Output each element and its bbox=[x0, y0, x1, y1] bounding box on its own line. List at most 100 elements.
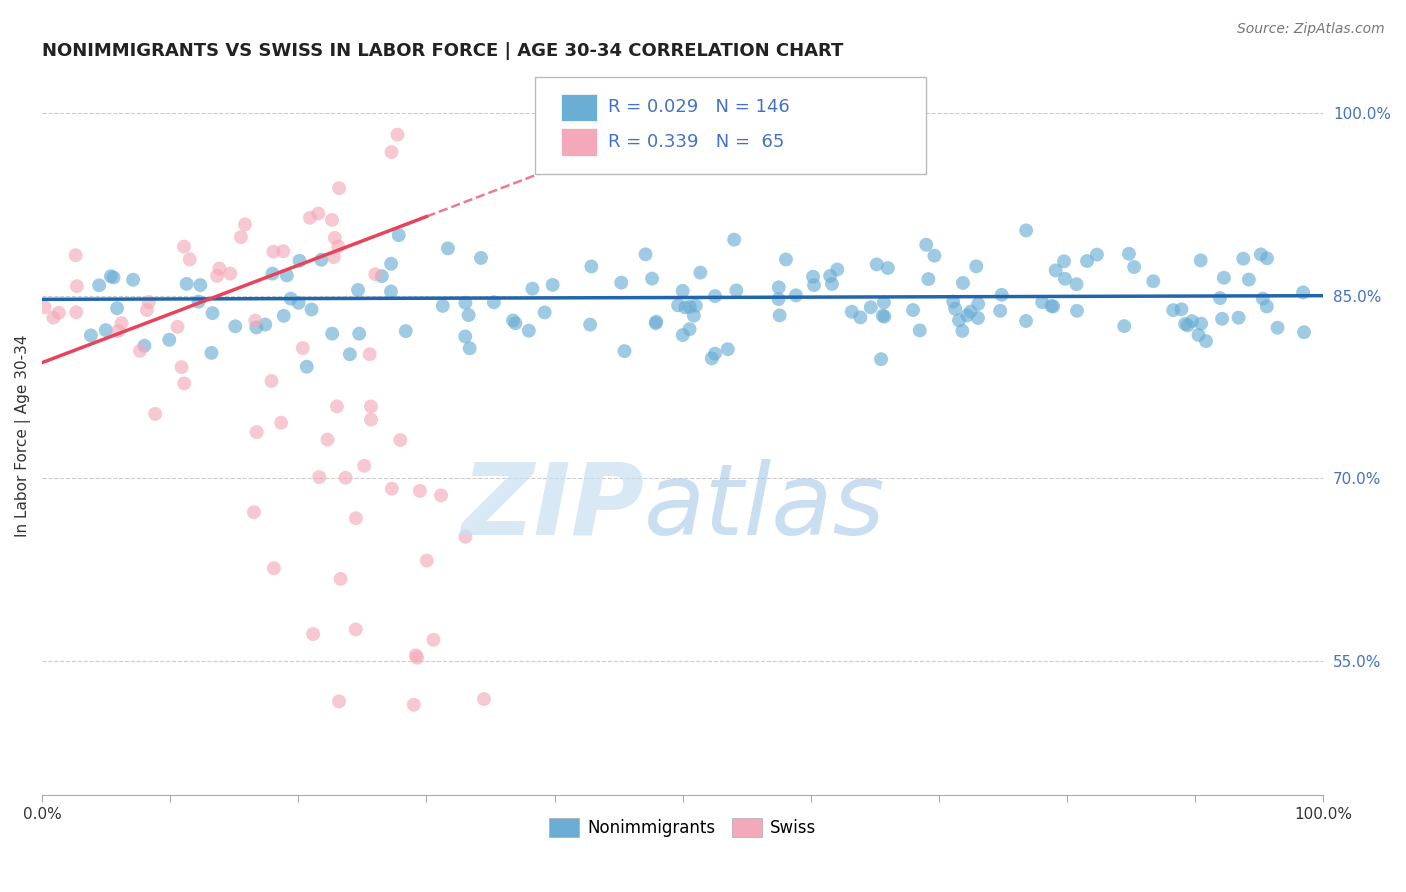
Point bbox=[360, 412, 382, 426]
Point bbox=[402, 698, 425, 712]
Point bbox=[395, 324, 418, 338]
Point bbox=[915, 237, 938, 252]
Point bbox=[316, 433, 339, 447]
Point bbox=[311, 252, 333, 267]
Point bbox=[80, 328, 103, 343]
Point bbox=[768, 309, 790, 323]
Point bbox=[723, 233, 745, 247]
Point bbox=[1170, 302, 1192, 317]
Point bbox=[682, 309, 704, 323]
Point bbox=[302, 627, 325, 641]
Point bbox=[42, 310, 65, 325]
Point bbox=[541, 277, 564, 292]
Point bbox=[229, 230, 252, 244]
Point bbox=[1212, 270, 1234, 285]
Point bbox=[942, 294, 965, 309]
Point bbox=[170, 360, 193, 375]
Point bbox=[454, 329, 477, 343]
Point bbox=[308, 470, 330, 484]
Text: ZIP: ZIP bbox=[461, 459, 644, 556]
Point bbox=[301, 302, 323, 317]
Point bbox=[260, 374, 283, 388]
Point bbox=[472, 692, 495, 706]
Point bbox=[1031, 295, 1053, 310]
Point bbox=[276, 268, 298, 283]
Point bbox=[1118, 246, 1140, 260]
Point bbox=[1187, 328, 1209, 343]
Point bbox=[610, 276, 633, 290]
Point bbox=[470, 251, 492, 265]
Point bbox=[1237, 272, 1260, 286]
Point bbox=[818, 268, 841, 283]
Point bbox=[666, 298, 689, 312]
Point bbox=[768, 280, 790, 294]
Point bbox=[1195, 334, 1218, 348]
Point bbox=[205, 268, 228, 283]
Point bbox=[405, 648, 427, 663]
Point bbox=[1114, 319, 1136, 334]
Point bbox=[1066, 277, 1088, 292]
Point bbox=[422, 632, 444, 647]
Point bbox=[700, 351, 723, 366]
Point bbox=[295, 359, 318, 374]
Point bbox=[943, 301, 966, 316]
Point bbox=[323, 231, 346, 245]
Point bbox=[329, 572, 352, 586]
FancyBboxPatch shape bbox=[536, 77, 927, 174]
Point bbox=[454, 295, 477, 310]
Point bbox=[307, 206, 329, 220]
Point bbox=[388, 228, 411, 243]
Point bbox=[801, 269, 824, 284]
Point bbox=[335, 471, 357, 485]
Point bbox=[1174, 317, 1197, 331]
Point bbox=[103, 270, 125, 285]
Point bbox=[179, 252, 201, 267]
Point bbox=[678, 322, 700, 336]
Point bbox=[381, 482, 404, 496]
Point bbox=[1045, 263, 1067, 277]
Point bbox=[389, 433, 412, 447]
Point bbox=[1042, 299, 1064, 313]
Point bbox=[380, 285, 402, 299]
Point bbox=[65, 248, 87, 262]
Point bbox=[254, 318, 277, 332]
Point bbox=[502, 313, 524, 327]
Point bbox=[717, 342, 740, 356]
Point bbox=[454, 530, 477, 544]
Point bbox=[1161, 303, 1184, 318]
Point bbox=[416, 553, 439, 567]
Point bbox=[685, 299, 707, 313]
Point bbox=[644, 316, 666, 330]
Point bbox=[380, 145, 402, 160]
Point bbox=[371, 269, 394, 284]
Point bbox=[166, 319, 188, 334]
Point bbox=[849, 310, 872, 325]
Point bbox=[1066, 303, 1088, 318]
Point bbox=[134, 339, 156, 353]
Point bbox=[821, 277, 844, 291]
Point bbox=[1209, 291, 1232, 305]
Point bbox=[673, 301, 696, 315]
Point bbox=[950, 324, 973, 338]
Point bbox=[634, 247, 657, 261]
Point bbox=[1142, 274, 1164, 288]
Point bbox=[188, 278, 211, 293]
Point bbox=[1189, 317, 1212, 331]
Point bbox=[579, 318, 602, 332]
Point bbox=[581, 260, 603, 274]
Point bbox=[143, 407, 166, 421]
Point bbox=[872, 309, 894, 323]
Point bbox=[406, 650, 429, 665]
Point bbox=[105, 301, 128, 316]
Point bbox=[344, 511, 367, 525]
Point bbox=[380, 257, 402, 271]
Point bbox=[219, 267, 242, 281]
Point bbox=[1227, 310, 1250, 325]
Point bbox=[866, 257, 889, 271]
Text: NONIMMIGRANTS VS SWISS IN LABOR FORCE | AGE 30-34 CORRELATION CHART: NONIMMIGRANTS VS SWISS IN LABOR FORCE | … bbox=[42, 42, 844, 60]
Point bbox=[704, 289, 727, 303]
Point bbox=[522, 282, 544, 296]
Point bbox=[328, 181, 350, 195]
Point bbox=[138, 295, 160, 310]
Point bbox=[967, 310, 990, 325]
